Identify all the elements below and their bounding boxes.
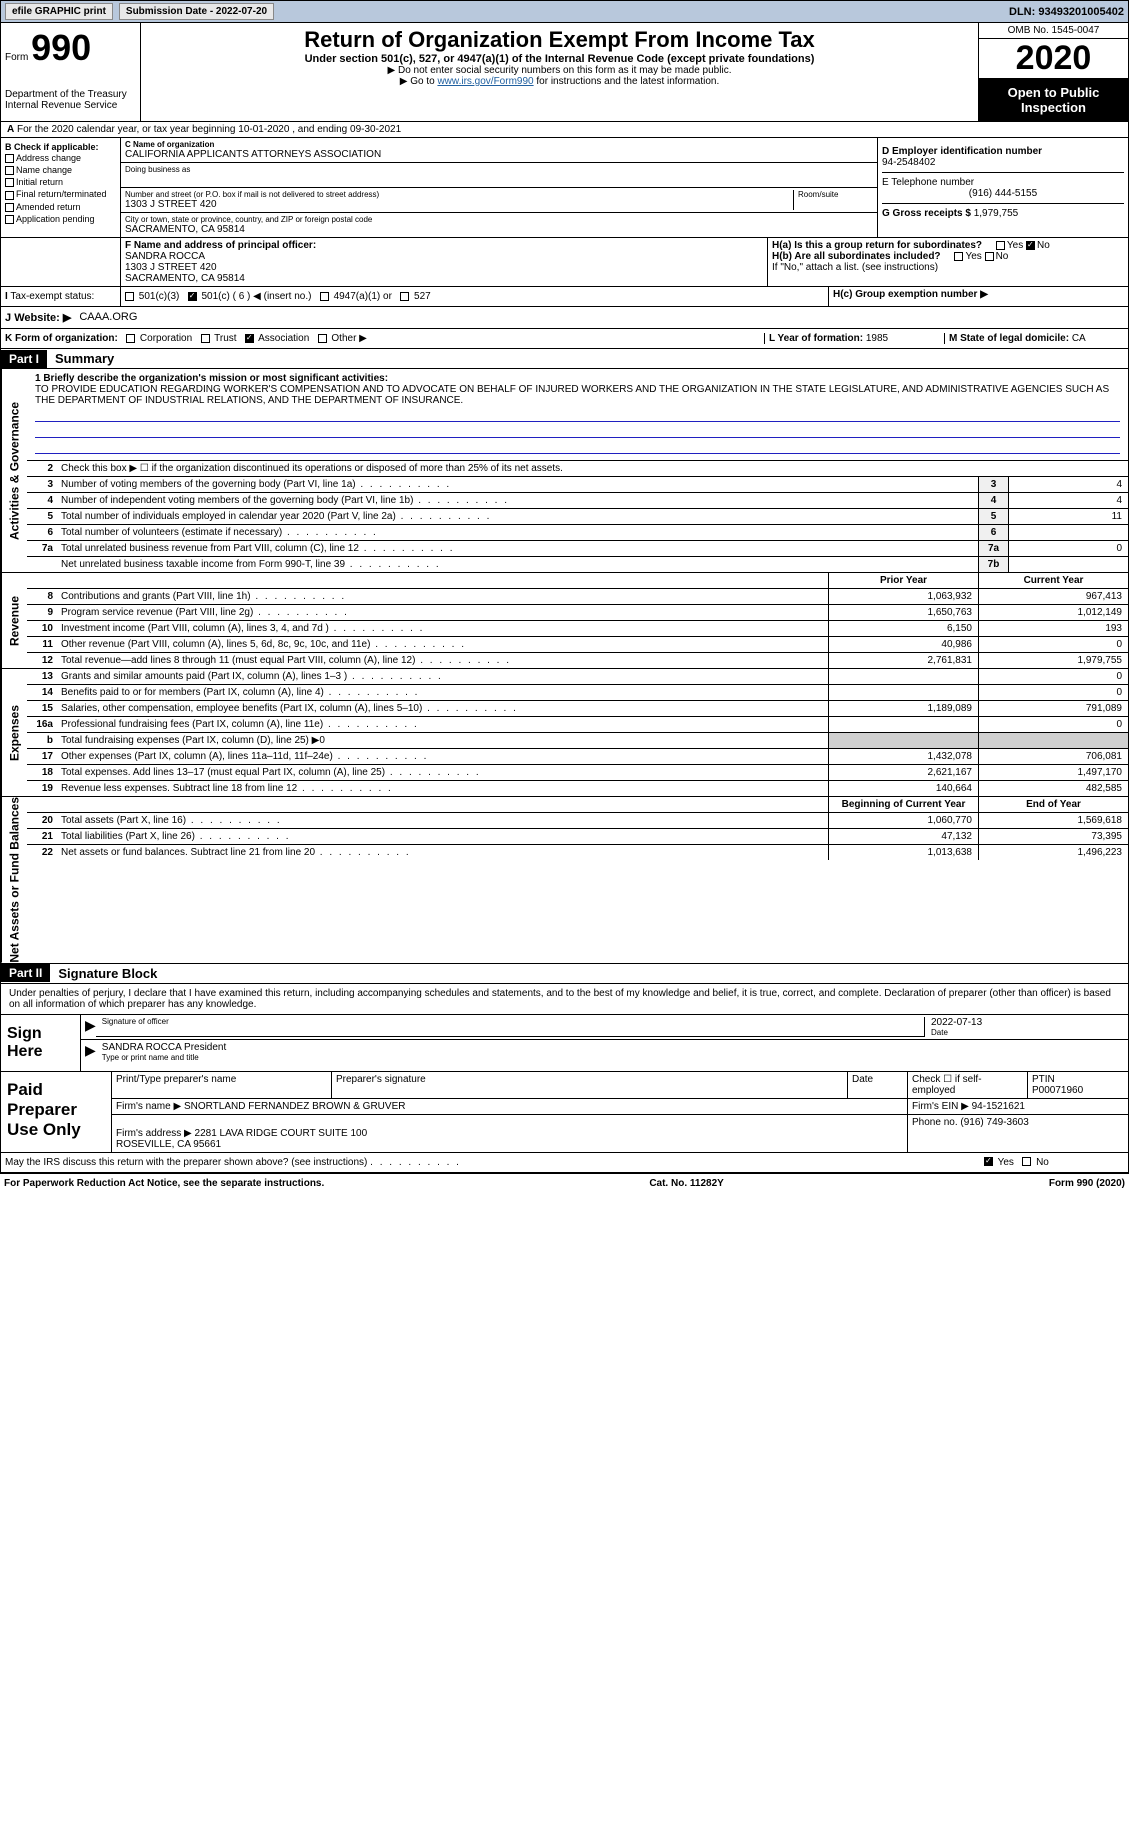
org-address: 1303 J STREET 420 xyxy=(125,199,793,210)
summary-line: 13Grants and similar amounts paid (Part … xyxy=(27,669,1128,685)
sig-declaration: Under penalties of perjury, I declare th… xyxy=(1,984,1128,1015)
section-d-ein: D Employer identification number 94-2548… xyxy=(878,138,1128,237)
mission-text: TO PROVIDE EDUCATION REGARDING WORKER'S … xyxy=(35,384,1120,406)
website-value: CAAA.ORG xyxy=(75,307,141,328)
org-name: CALIFORNIA APPLICANTS ATTORNEYS ASSOCIAT… xyxy=(125,149,873,160)
officer-group-block: F Name and address of principal officer:… xyxy=(0,238,1129,287)
form-number: 990 xyxy=(31,27,91,68)
summary-line: 7aTotal unrelated business revenue from … xyxy=(27,541,1128,557)
form-title: Return of Organization Exempt From Incom… xyxy=(145,27,974,53)
sig-name: SANDRA ROCCA President xyxy=(102,1042,1124,1053)
summary-line: 9Program service revenue (Part VIII, lin… xyxy=(27,605,1128,621)
summary-line: 4Number of independent voting members of… xyxy=(27,493,1128,509)
tax-year: 2020 xyxy=(979,39,1128,79)
form-header: Form 990 Department of the Treasury Inte… xyxy=(0,23,1129,122)
summary-line: 15Salaries, other compensation, employee… xyxy=(27,701,1128,717)
summary-line: 10Investment income (Part VIII, column (… xyxy=(27,621,1128,637)
summary-line: 19Revenue less expenses. Subtract line 1… xyxy=(27,781,1128,796)
org-info-block: B Check if applicable: Address change Na… xyxy=(0,138,1129,238)
summary-line: 8Contributions and grants (Part VIII, li… xyxy=(27,589,1128,605)
summary-line: Net unrelated business taxable income fr… xyxy=(27,557,1128,572)
section-c-org: C Name of organization CALIFORNIA APPLIC… xyxy=(121,138,878,237)
summary-expenses: Expenses 13Grants and similar amounts pa… xyxy=(0,669,1129,797)
phone-value: (916) 444-5155 xyxy=(882,188,1124,199)
ptin-value: P00071960 xyxy=(1032,1085,1124,1096)
sidetab-netassets: Net Assets or Fund Balances xyxy=(1,797,27,963)
form-subtitle-2: ▶ Do not enter social security numbers o… xyxy=(145,65,974,76)
summary-line: 3Number of voting members of the governi… xyxy=(27,477,1128,493)
section-b-checkboxes: B Check if applicable: Address change Na… xyxy=(1,138,121,237)
signature-block: Under penalties of perjury, I declare th… xyxy=(0,984,1129,1173)
cat-no: Cat. No. 11282Y xyxy=(649,1178,723,1189)
officer-name: SANDRA ROCCA xyxy=(125,251,763,262)
website-row: J Website: ▶ CAAA.ORG xyxy=(0,307,1129,329)
submission-date-button[interactable]: Submission Date - 2022-07-20 xyxy=(119,3,274,20)
form-subtitle-1: Under section 501(c), 527, or 4947(a)(1)… xyxy=(145,53,974,65)
firm-ein: 94-1521621 xyxy=(972,1101,1025,1112)
form-footer: Form 990 (2020) xyxy=(1049,1178,1125,1189)
ein-value: 94-2548402 xyxy=(882,157,1124,168)
irs-link[interactable]: www.irs.gov/Form990 xyxy=(437,76,533,87)
line-a-tax-year: A For the 2020 calendar year, or tax yea… xyxy=(0,122,1129,138)
efile-button[interactable]: efile GRAPHIC print xyxy=(5,3,113,20)
paid-preparer-label: Paid Preparer Use Only xyxy=(1,1072,111,1152)
firm-phone: (916) 749-3603 xyxy=(960,1117,1028,1128)
tax-exempt-row: I Tax-exempt status: 501(c)(3) 501(c) ( … xyxy=(0,287,1129,307)
dln-label: DLN: 93493201005402 xyxy=(1009,6,1124,18)
summary-line: 14Benefits paid to or for members (Part … xyxy=(27,685,1128,701)
summary-line: 20Total assets (Part X, line 16)1,060,77… xyxy=(27,813,1128,829)
discuss-question: May the IRS discuss this return with the… xyxy=(5,1157,984,1168)
form-subtitle-3: ▶ Go to www.irs.gov/Form990 for instruct… xyxy=(145,76,974,87)
form-label: Form xyxy=(5,52,28,63)
firm-name: SNORTLAND FERNANDEZ BROWN & GRUVER xyxy=(184,1101,406,1112)
sidetab-activities: Activities & Governance xyxy=(1,369,27,572)
summary-line: 16aProfessional fundraising fees (Part I… xyxy=(27,717,1128,733)
summary-line: 21Total liabilities (Part X, line 26)47,… xyxy=(27,829,1128,845)
gross-receipts: 1,979,755 xyxy=(974,208,1019,219)
summary-activities: Activities & Governance 1 Briefly descri… xyxy=(0,369,1129,573)
summary-netassets: Net Assets or Fund Balances Beginning of… xyxy=(0,797,1129,964)
open-to-public: Open to Public Inspection xyxy=(979,79,1128,121)
sig-date: 2022-07-13 xyxy=(931,1017,1124,1028)
summary-line: 17Other expenses (Part IX, column (A), l… xyxy=(27,749,1128,765)
omb-number: OMB No. 1545-0047 xyxy=(979,23,1128,39)
top-bar: efile GRAPHIC print Submission Date - 20… xyxy=(0,0,1129,23)
summary-line: 11Other revenue (Part VIII, column (A), … xyxy=(27,637,1128,653)
org-city: SACRAMENTO, CA 95814 xyxy=(125,224,873,235)
summary-line: 18Total expenses. Add lines 13–17 (must … xyxy=(27,765,1128,781)
part-2-header: Part II Signature Block xyxy=(0,964,1129,984)
sidetab-revenue: Revenue xyxy=(1,573,27,668)
summary-line: 12Total revenue—add lines 8 through 11 (… xyxy=(27,653,1128,668)
page-footer: For Paperwork Reduction Act Notice, see … xyxy=(0,1173,1129,1193)
sign-here-label: Sign Here xyxy=(1,1015,81,1071)
summary-line: bTotal fundraising expenses (Part IX, co… xyxy=(27,733,1128,749)
dept-label: Department of the Treasury Internal Reve… xyxy=(5,89,136,111)
part-1-header: Part I Summary xyxy=(0,349,1129,369)
sidetab-expenses: Expenses xyxy=(1,669,27,796)
form-of-org-row: K Form of organization: Corporation Trus… xyxy=(0,329,1129,349)
summary-line: 6Total number of volunteers (estimate if… xyxy=(27,525,1128,541)
summary-line: 22Net assets or fund balances. Subtract … xyxy=(27,845,1128,860)
pra-notice: For Paperwork Reduction Act Notice, see … xyxy=(4,1178,324,1189)
summary-revenue: Revenue Prior Year Current Year 8Contrib… xyxy=(0,573,1129,669)
summary-line: 5Total number of individuals employed in… xyxy=(27,509,1128,525)
